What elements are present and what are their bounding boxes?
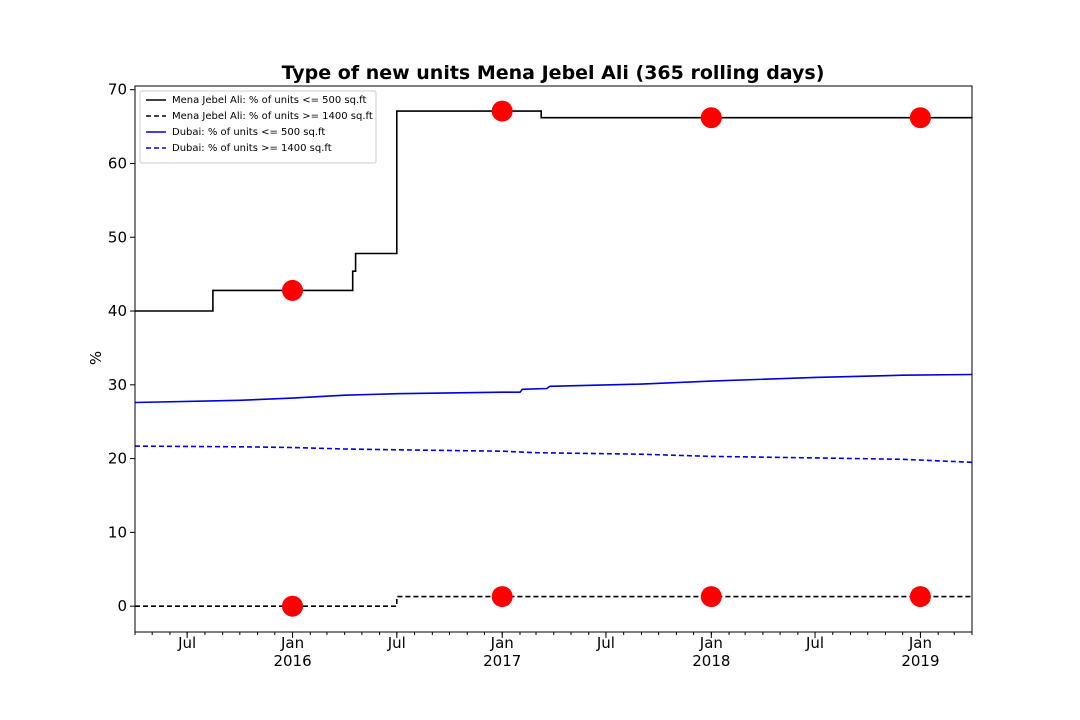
series-line-4 — [134, 445, 973, 464]
y-axis-label: % — [87, 351, 105, 365]
marker-point-6 — [700, 586, 722, 608]
x-tick-year-label: 2018 — [692, 652, 730, 670]
marker-point-7 — [909, 107, 931, 129]
x-tick-year-label: 2017 — [483, 652, 521, 670]
x-tick-year-label: 2016 — [273, 652, 311, 670]
series-line-3 — [134, 373, 973, 404]
y-tick-label: 10 — [108, 523, 127, 541]
marker-point-2 — [282, 595, 303, 617]
legend-entry-3: Dubai: % of units <= 500 sq.ft — [172, 127, 325, 138]
y-tick-label: 20 — [108, 450, 127, 468]
x-tick-year-label: 2019 — [901, 652, 939, 670]
legend-entry-1: Mena Jebel Ali: % of units <= 500 sq.ft — [172, 95, 366, 106]
x-tick-label: Jul — [596, 634, 615, 652]
plot-frame — [134, 85, 973, 633]
legend-box — [139, 90, 377, 164]
marker-point-5 — [700, 107, 722, 129]
chart-title: Type of new units Mena Jebel Ali (365 ro… — [282, 62, 825, 84]
y-tick-label: 0 — [117, 597, 127, 615]
y-tick-label: 60 — [108, 154, 127, 172]
marker-point-1 — [282, 279, 303, 301]
legend: Mena Jebel Ali: % of units <= 500 sq.ft M… — [139, 90, 377, 164]
x-tick-label: Jan — [280, 634, 304, 652]
legend-entry-2: Mena Jebel Ali: % of units >= 1400 sq.ft — [172, 111, 373, 122]
x-tick-label: Jan — [908, 634, 932, 652]
marker-point-4 — [491, 586, 513, 608]
marker-point-8 — [909, 586, 931, 608]
x-tick-label: Jul — [387, 634, 406, 652]
y-tick-label: 40 — [108, 302, 127, 320]
y-tick-label: 50 — [108, 228, 127, 246]
legend-entry-4: Dubai: % of units >= 1400 sq.ft — [172, 143, 332, 154]
x-tick-label: Jul — [805, 634, 824, 652]
series-line-2 — [135, 595, 972, 607]
series-line-1 — [135, 110, 972, 312]
y-tick-label: 70 — [108, 81, 127, 99]
x-tick-label: Jan — [699, 634, 723, 652]
plot-area — [134, 100, 973, 617]
marker-point-3 — [491, 100, 513, 122]
x-tick-label: Jan — [490, 634, 514, 652]
x-tick-label: Jul — [177, 634, 196, 652]
y-tick-label: 30 — [108, 376, 127, 394]
